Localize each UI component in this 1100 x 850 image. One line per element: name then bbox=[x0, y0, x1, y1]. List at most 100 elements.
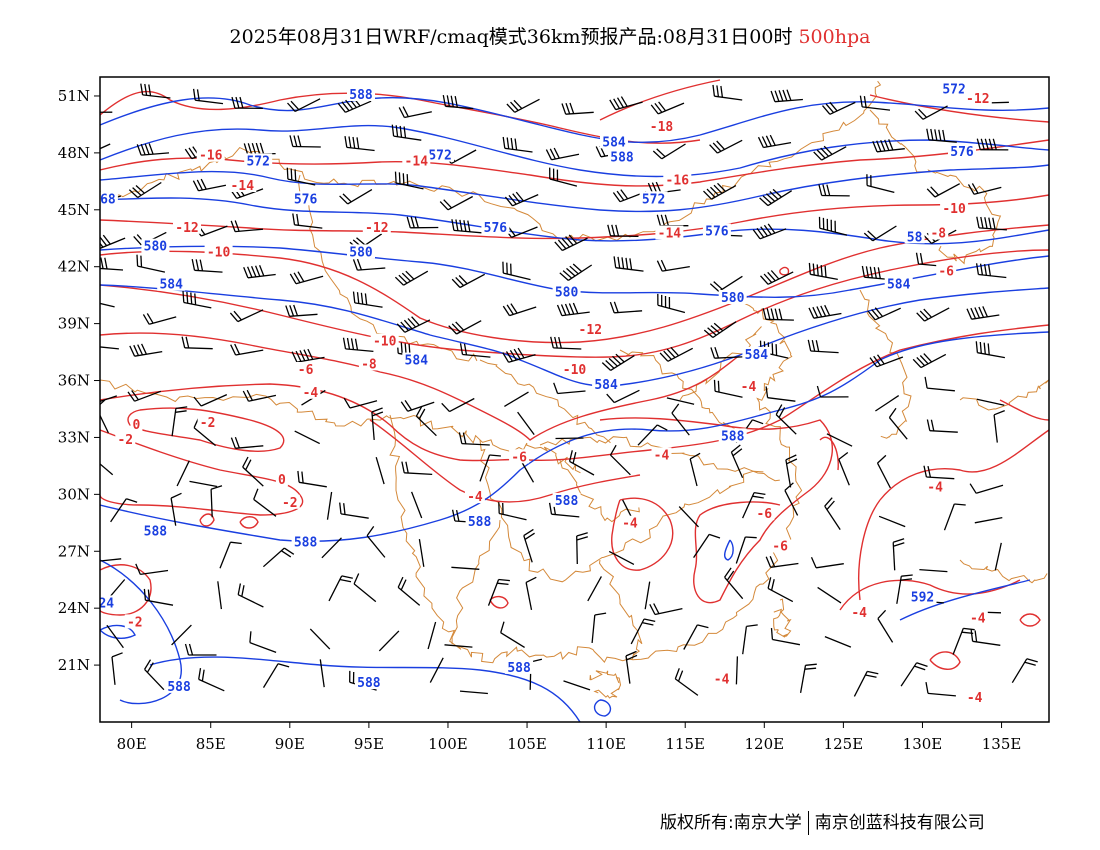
wind-barb bbox=[606, 389, 640, 404]
wind-barb bbox=[742, 491, 766, 519]
wind-barb bbox=[406, 216, 439, 229]
height-contour-label: 58 bbox=[904, 229, 925, 245]
wind-barb bbox=[262, 663, 290, 688]
wind-barb bbox=[106, 624, 124, 649]
wind-barb bbox=[757, 134, 792, 149]
wind-barb bbox=[785, 454, 798, 488]
svg-text:-4: -4 bbox=[303, 386, 319, 401]
svg-text:588: 588 bbox=[167, 680, 191, 695]
wind-barb bbox=[243, 265, 276, 279]
boundary-line bbox=[589, 670, 622, 699]
svg-text:0: 0 bbox=[278, 473, 286, 488]
svg-text:-10: -10 bbox=[942, 202, 966, 217]
plot-frame bbox=[99, 76, 1050, 723]
svg-text:588: 588 bbox=[294, 536, 318, 551]
wind-barb bbox=[710, 346, 743, 359]
wind-barb bbox=[502, 347, 536, 363]
wind-barb bbox=[550, 336, 582, 350]
svg-text:576: 576 bbox=[484, 221, 508, 236]
wind-barb bbox=[703, 321, 737, 339]
svg-text:584: 584 bbox=[405, 354, 429, 369]
svg-text:572: 572 bbox=[246, 154, 269, 169]
title-main: 2025年08月31日WRF/cmaq模式36km预报产品:08月31日00时 bbox=[229, 26, 793, 48]
wind-barb bbox=[136, 143, 170, 156]
wind-barb bbox=[193, 394, 228, 407]
temperature-contour-label: -4 bbox=[464, 489, 485, 505]
temperature-contour-line bbox=[127, 407, 285, 452]
wind-barb bbox=[219, 541, 242, 569]
wind-barb bbox=[525, 576, 537, 611]
wind-barbs bbox=[100, 83, 1038, 697]
wind-barb bbox=[100, 234, 126, 250]
copyright-separator bbox=[807, 811, 809, 835]
lon-tick-label: 120E bbox=[745, 735, 785, 753]
wind-barb bbox=[591, 612, 607, 643]
temperature-contour-label: -4 bbox=[967, 610, 988, 627]
wind-barb bbox=[111, 652, 123, 685]
wind-barb bbox=[838, 451, 850, 486]
temperature-contour-label: -4 bbox=[711, 671, 732, 687]
wind-barb bbox=[760, 270, 794, 285]
wind-barb bbox=[924, 376, 955, 392]
temperature-contour-label: -4 bbox=[849, 604, 870, 621]
temperature-contour-line bbox=[858, 499, 881, 601]
wind-barb bbox=[625, 650, 638, 684]
wind-barb bbox=[142, 313, 177, 325]
wind-barb bbox=[807, 339, 839, 354]
svg-text:-18: -18 bbox=[650, 120, 674, 135]
height-contour-label: 572 bbox=[244, 153, 273, 169]
wind-barb bbox=[875, 395, 900, 412]
boundary-line bbox=[479, 359, 611, 444]
svg-text:-2: -2 bbox=[282, 496, 298, 511]
wind-barb bbox=[286, 167, 316, 186]
copyright-partner: 南京创蓝科技有限公司 bbox=[814, 813, 985, 833]
wind-barb bbox=[609, 444, 631, 476]
height-contour-label: 584 bbox=[742, 346, 771, 363]
wind-barb bbox=[554, 234, 588, 252]
wind-barb bbox=[607, 224, 639, 238]
temperature-contour-label: 0 bbox=[130, 417, 143, 433]
wind-barb bbox=[674, 668, 699, 696]
lon-tick-label: 100E bbox=[428, 735, 468, 753]
svg-text:592: 592 bbox=[911, 591, 934, 606]
wind-barb bbox=[441, 397, 475, 413]
wind-barb bbox=[666, 397, 695, 405]
wind-barb bbox=[502, 136, 533, 153]
wind-barb bbox=[504, 191, 539, 207]
svg-text:-6: -6 bbox=[511, 450, 527, 465]
temperature-contour-label: -12 bbox=[576, 322, 605, 338]
temperature-contour-line bbox=[839, 579, 1021, 611]
wind-barb bbox=[326, 491, 333, 520]
temperature-contour-label: -4 bbox=[964, 690, 985, 706]
wind-barb bbox=[352, 291, 383, 308]
wind-barb bbox=[644, 581, 651, 610]
wind-barb bbox=[339, 502, 369, 519]
wind-barb bbox=[609, 96, 643, 111]
svg-text:588: 588 bbox=[610, 151, 634, 166]
wind-barb bbox=[559, 263, 593, 281]
height-contour-label: 588 bbox=[354, 675, 383, 691]
boundary-line bbox=[451, 519, 501, 645]
svg-text:572: 572 bbox=[428, 149, 451, 164]
wind-barb bbox=[657, 293, 686, 314]
height-contour-label: 580 bbox=[141, 238, 170, 255]
boundary-line bbox=[389, 295, 803, 664]
temperature-contour-label: -4 bbox=[619, 515, 640, 532]
wind-barb bbox=[652, 143, 686, 160]
wind-barb bbox=[813, 145, 847, 161]
wind-barb bbox=[818, 216, 848, 236]
temperature-contour-label: -6 bbox=[754, 506, 775, 522]
wind-barb bbox=[171, 624, 192, 646]
wind-barb bbox=[262, 547, 295, 568]
svg-text:-12: -12 bbox=[966, 92, 989, 107]
wind-barb bbox=[630, 618, 656, 645]
svg-text:-6: -6 bbox=[298, 363, 314, 378]
svg-text:-4: -4 bbox=[714, 672, 730, 687]
svg-text:588: 588 bbox=[357, 676, 381, 691]
lon-tick-label: 130E bbox=[903, 735, 943, 753]
wind-barb bbox=[752, 223, 787, 240]
height-contour-label: 588 bbox=[718, 428, 747, 444]
height-contour-line bbox=[100, 331, 1049, 542]
wind-barb bbox=[869, 354, 904, 368]
wind-barb bbox=[553, 382, 586, 395]
